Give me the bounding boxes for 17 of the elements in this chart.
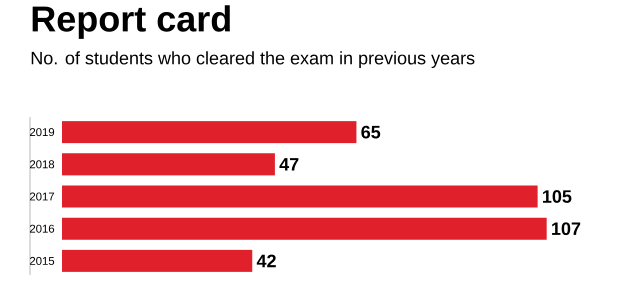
chart-title: Report card (32, 5, 230, 39)
data-label: 42 (256, 254, 276, 268)
bar (62, 186, 538, 208)
data-label: 47 (279, 158, 298, 171)
y-tick-label: 2016 (30, 224, 54, 233)
data-label: 107 (552, 222, 580, 236)
bar (62, 121, 356, 144)
bar (62, 153, 275, 176)
bar (62, 250, 252, 272)
y-tick-label: 2019 (30, 128, 54, 136)
data-label: 65 (361, 126, 380, 138)
y-tick-label: 2017 (30, 192, 54, 201)
y-tick-label: 2015 (30, 256, 54, 265)
y-tick-label: 2018 (30, 160, 54, 168)
chart-subtitle: No. of students who cleared the exam in previous years (32, 51, 474, 68)
bar (62, 218, 547, 240)
data-label: 105 (543, 190, 572, 203)
